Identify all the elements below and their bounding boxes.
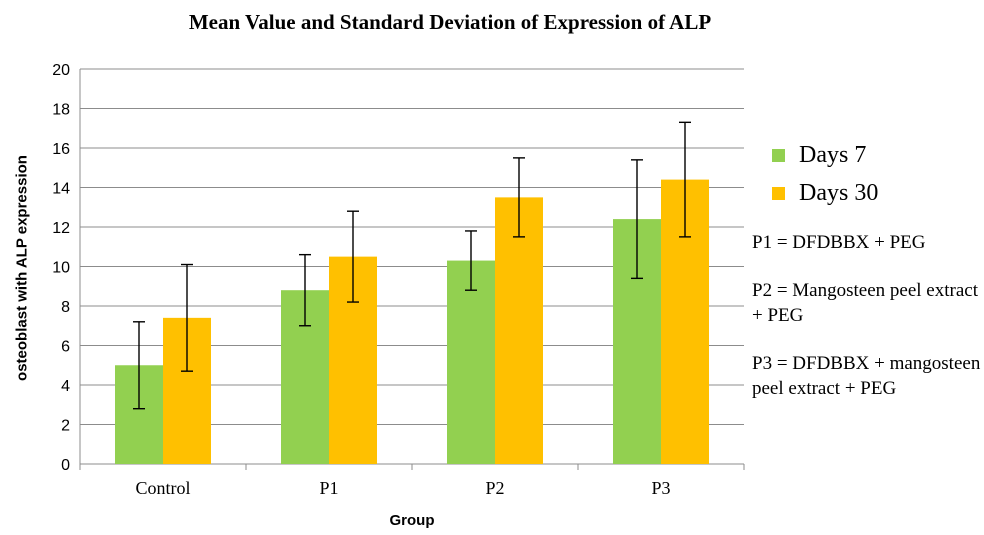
y-tick-label: 16	[52, 141, 70, 158]
y-tick-label: 12	[52, 220, 70, 237]
legend-swatch-days-30	[772, 186, 785, 200]
x-tick-label: P3	[651, 478, 670, 498]
y-tick-label: 14	[52, 181, 70, 198]
y-tick-label: 4	[61, 378, 70, 395]
y-tick-label: 18	[52, 102, 70, 119]
legend: Days 7 Days 30	[772, 136, 878, 212]
x-tick-label: P1	[319, 478, 338, 498]
legend-label-days-7: Days 7	[799, 141, 867, 168]
y-tick-label: 10	[52, 260, 70, 277]
legend-item-days-30: Days 30	[772, 174, 878, 212]
bar-days-7-p2	[447, 260, 495, 464]
y-tick-label: 6	[61, 339, 70, 356]
legend-label-days-30: Days 30	[799, 179, 879, 206]
legend-item-days-7: Days 7	[772, 136, 878, 174]
bar-days-30-p2	[495, 197, 543, 464]
y-axis-label: osteoblast with ALP expression	[13, 155, 31, 381]
group-notes: P1 = DFDBBX + PEG P2 = Mangosteen peel e…	[752, 230, 982, 424]
note-p1: P1 = DFDBBX + PEG	[752, 232, 926, 253]
chart-title: Mean Value and Standard Deviation of Exp…	[188, 10, 712, 34]
legend-swatch-days-7	[772, 148, 785, 162]
y-tick-label: 2	[61, 418, 70, 435]
x-tick-label: P2	[485, 478, 504, 498]
y-tick-label: 20	[52, 62, 70, 79]
y-tick-label: 0	[61, 457, 70, 474]
note-p3: P3 = DFDBBX + mangosteen peel extract + …	[752, 353, 981, 399]
x-tick-label: Control	[135, 478, 190, 498]
y-tick-label: 8	[61, 299, 70, 316]
note-p2: P2 = Mangosteen peel extract + PEG	[752, 280, 978, 326]
x-axis-label: Group	[389, 512, 435, 529]
